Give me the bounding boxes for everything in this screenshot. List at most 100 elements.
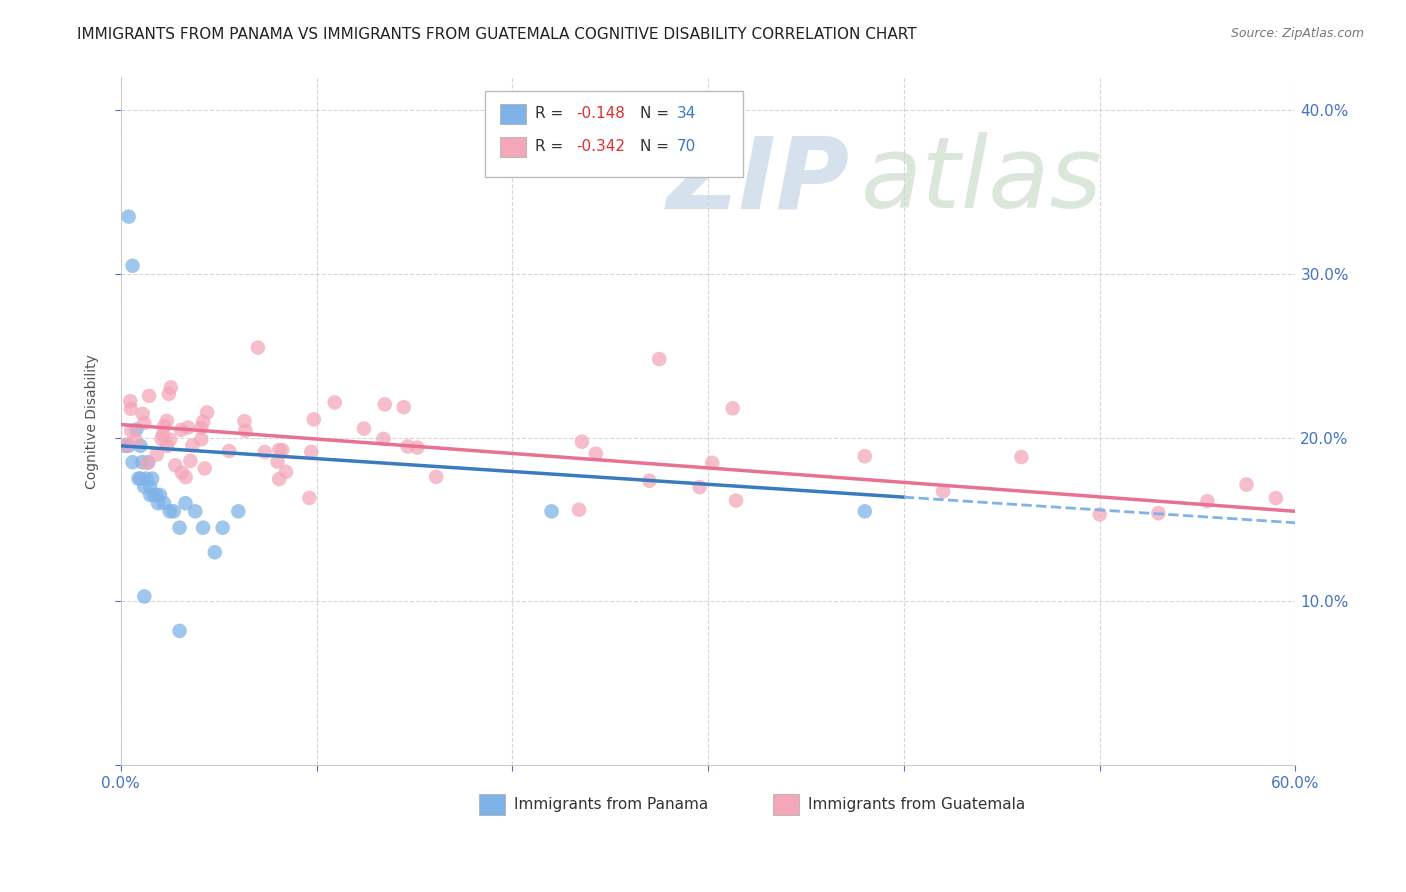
Point	[392, 400, 415, 414]
Point	[174, 470, 197, 484]
Point	[159, 504, 181, 518]
Point	[191, 521, 214, 535]
Point	[233, 414, 256, 428]
Point	[235, 424, 257, 438]
Point	[1264, 491, 1286, 505]
Y-axis label: Cognitive Disability: Cognitive Disability	[86, 354, 100, 489]
Point	[299, 445, 322, 459]
Point	[194, 461, 217, 475]
Point	[568, 502, 591, 516]
Point	[353, 421, 375, 435]
FancyBboxPatch shape	[485, 91, 744, 178]
Point	[153, 419, 176, 434]
Point	[134, 416, 156, 430]
Point	[146, 496, 169, 510]
Point	[170, 466, 193, 480]
Point	[169, 521, 191, 535]
Point	[163, 504, 186, 518]
Point	[114, 439, 136, 453]
Point	[153, 496, 176, 510]
Point	[540, 504, 562, 518]
Point	[120, 424, 142, 438]
Bar	[501, 137, 526, 156]
Point	[195, 405, 218, 419]
Point	[571, 434, 593, 449]
Point	[724, 493, 747, 508]
Point	[115, 437, 138, 451]
Point	[396, 439, 419, 453]
Point	[145, 488, 167, 502]
Point	[136, 456, 159, 470]
Text: ZIP: ZIP	[666, 132, 849, 229]
Text: -0.148: -0.148	[576, 106, 626, 121]
Point	[648, 352, 671, 367]
Point	[190, 420, 212, 434]
Point	[160, 380, 183, 394]
Point	[274, 465, 297, 479]
Point	[131, 407, 153, 421]
Point	[159, 433, 181, 447]
Point	[139, 488, 162, 502]
Point	[136, 455, 159, 469]
Point	[177, 420, 200, 434]
Point	[134, 590, 156, 604]
Bar	[479, 794, 505, 814]
Point	[149, 488, 172, 502]
Bar	[501, 104, 526, 123]
Point	[118, 439, 141, 453]
Text: N =: N =	[640, 139, 669, 154]
Point	[150, 432, 173, 446]
Text: Source: ZipAtlas.com: Source: ZipAtlas.com	[1230, 27, 1364, 40]
Point	[226, 504, 249, 518]
Point	[156, 439, 179, 453]
Point	[253, 445, 276, 459]
Point	[204, 545, 226, 559]
Text: 70: 70	[676, 139, 696, 154]
Point	[406, 441, 429, 455]
Point	[211, 521, 233, 535]
Bar	[773, 794, 799, 814]
Point	[174, 496, 197, 510]
Text: atlas: atlas	[860, 132, 1102, 229]
Text: R =: R =	[536, 106, 564, 121]
Point	[181, 438, 204, 452]
Point	[190, 432, 212, 446]
Point	[165, 458, 187, 473]
Point	[1197, 494, 1219, 508]
Point	[373, 432, 395, 446]
Point	[156, 414, 179, 428]
Text: Immigrants from Panama: Immigrants from Panama	[515, 797, 709, 812]
Point	[121, 455, 143, 469]
Point	[191, 415, 214, 429]
Point	[146, 448, 169, 462]
Point	[143, 488, 166, 502]
Point	[246, 341, 269, 355]
Point	[138, 389, 160, 403]
Point	[689, 480, 711, 494]
Point	[125, 434, 148, 448]
Point	[139, 480, 162, 494]
Point	[120, 394, 142, 409]
Point	[323, 395, 346, 409]
Point	[1010, 450, 1032, 464]
Point	[298, 491, 321, 505]
Point	[120, 401, 142, 416]
Point	[169, 624, 191, 638]
Point	[638, 474, 661, 488]
Point	[218, 444, 240, 458]
Text: R =: R =	[536, 139, 564, 154]
Point	[271, 443, 294, 458]
Point	[131, 455, 153, 469]
Text: IMMIGRANTS FROM PANAMA VS IMMIGRANTS FROM GUATEMALA COGNITIVE DISABILITY CORRELA: IMMIGRANTS FROM PANAMA VS IMMIGRANTS FRO…	[77, 27, 917, 42]
Point	[1088, 508, 1111, 522]
Point	[425, 470, 447, 484]
Text: Immigrants from Guatemala: Immigrants from Guatemala	[808, 797, 1025, 812]
Point	[702, 456, 724, 470]
Point	[129, 439, 152, 453]
Point	[179, 454, 201, 468]
Text: 34: 34	[676, 106, 696, 121]
Point	[932, 484, 955, 499]
Text: N =: N =	[640, 106, 669, 121]
Point	[170, 423, 193, 437]
Point	[1236, 477, 1258, 491]
